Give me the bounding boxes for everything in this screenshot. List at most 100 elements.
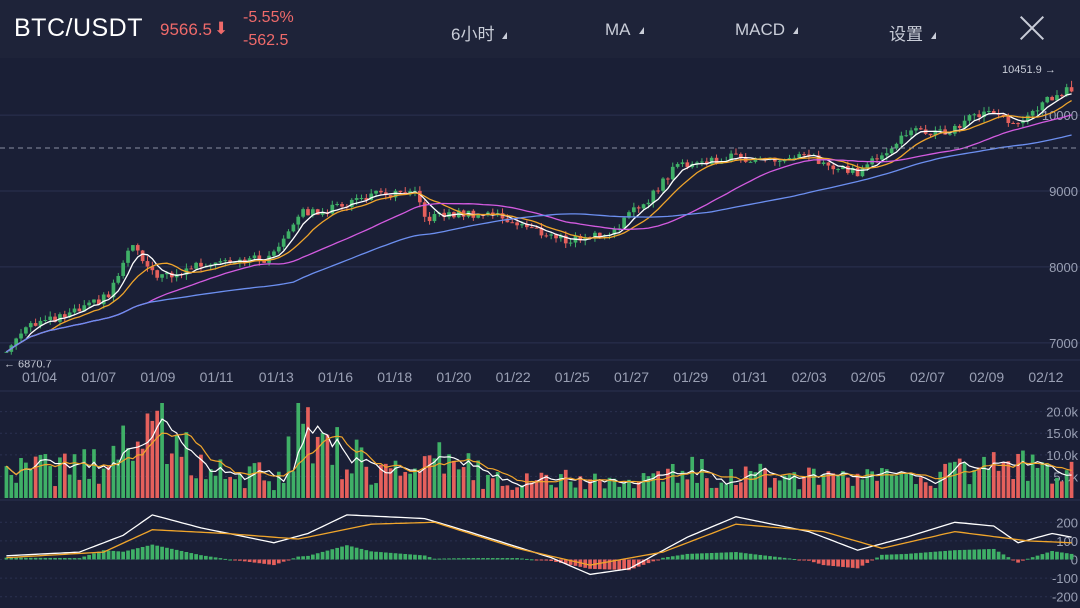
macd-histogram-bar (1069, 553, 1074, 560)
macd-histogram-bar (495, 558, 500, 560)
ma5-line (6, 93, 1072, 353)
volume-bar (126, 448, 130, 498)
candle-body (967, 115, 972, 121)
volume-bar (938, 471, 943, 498)
candle-body (797, 154, 802, 158)
volume-bar (631, 488, 636, 498)
x-tick-label: 01/22 (496, 369, 531, 385)
candle-body (301, 209, 305, 217)
volume-bar (208, 469, 213, 498)
macd-histogram-bar (602, 559, 607, 570)
settings-menu[interactable]: 设置 (889, 20, 936, 45)
macd-histogram-bar (933, 551, 938, 560)
macd-histogram-bar (228, 559, 233, 561)
volume-bar (928, 485, 933, 498)
volume-bar (996, 470, 1001, 498)
macd-histogram-bar (656, 559, 661, 561)
triangle-icon (638, 27, 644, 35)
macd-histogram-bar (622, 559, 626, 570)
close-icon[interactable] (1018, 14, 1046, 42)
y-tick-label: 100 (1056, 534, 1078, 549)
candle-body (918, 128, 923, 130)
candle-body (807, 154, 811, 156)
candle-body (977, 114, 982, 118)
candle-body (233, 262, 237, 264)
macd-histogram-bar (860, 559, 865, 566)
macd-histogram-bar (748, 553, 753, 560)
volume-bar (777, 480, 782, 498)
candle-body (1006, 116, 1011, 124)
volume-bar (884, 469, 889, 498)
macd-histogram-bar (310, 554, 315, 560)
volume-bar (666, 468, 670, 498)
volume-bar (850, 485, 855, 498)
candle-body (359, 198, 364, 200)
candle-body (704, 161, 709, 164)
macd-histogram-bar (466, 558, 471, 560)
volume-bar (807, 467, 811, 498)
candle-body (228, 260, 233, 263)
macd-histogram-bar (281, 559, 286, 562)
y-tick-label: 200 (1056, 515, 1078, 530)
volume-bar (383, 463, 388, 498)
candle-body (515, 222, 519, 226)
volume-bar (602, 488, 607, 498)
volume-bar (155, 410, 160, 498)
volume-bar (242, 488, 247, 498)
candle-body (53, 316, 57, 322)
x-tick-label: 02/05 (851, 369, 886, 385)
volume-bar (909, 474, 913, 498)
volume-bar (685, 479, 690, 498)
volume-bar (957, 458, 962, 498)
macd-histogram-bar (1050, 551, 1054, 560)
macd-selector[interactable]: MACD (735, 20, 799, 40)
chart-area[interactable]: 10000 9000 8000 7000 10451.9 → ← 6870.701/04 0… (0, 58, 1080, 608)
volume-bar (845, 477, 850, 498)
macd-histogram-bar (690, 553, 695, 560)
macd-histogram-bar (952, 550, 957, 560)
volume-bar (831, 473, 836, 498)
candle-body (1021, 120, 1025, 124)
interval-selector[interactable]: 6小时 (451, 20, 508, 45)
candle-body (631, 207, 636, 213)
volume-bar (349, 473, 354, 498)
macd-histogram-bar (131, 549, 135, 560)
volume-bar (92, 449, 96, 498)
candle-body (4, 351, 9, 353)
ma-selector[interactable]: MA (605, 20, 644, 40)
candle-body (340, 204, 344, 207)
macd-histogram-bar (325, 550, 330, 560)
candle-body (14, 338, 19, 346)
volume-bar (520, 485, 524, 498)
macd-histogram-bar (850, 559, 855, 568)
macd-histogram-bar (510, 558, 515, 560)
volume-bar (875, 480, 879, 498)
candle-body (782, 160, 787, 162)
change-percent: -5.55% (243, 9, 294, 26)
volume-ma5-line (5, 418, 1072, 488)
y-tick-label: 10.0k (1046, 448, 1078, 463)
volume-bar (72, 454, 77, 498)
macd-histogram-bar (135, 548, 140, 560)
candle-body (836, 169, 840, 171)
volume-bar (67, 474, 72, 498)
volume-bar (738, 482, 743, 498)
macd-histogram-bar (914, 553, 918, 560)
candle-body (597, 232, 602, 237)
macd-histogram-bar (286, 559, 291, 561)
macd-histogram-bar (111, 550, 116, 560)
volume-bar (982, 456, 986, 498)
volume-bar (145, 413, 150, 498)
candle-body (622, 217, 626, 229)
candle-body (330, 204, 335, 214)
volume-bar (734, 484, 738, 498)
x-tick-label: 01/09 (140, 369, 175, 385)
pair-title[interactable]: BTC/USDT (14, 14, 143, 42)
macd-histogram-group (4, 544, 1074, 571)
volume-bar (1059, 481, 1064, 498)
candle-body (938, 129, 943, 131)
macd-histogram-bar (928, 552, 933, 560)
candle-body (1040, 102, 1045, 111)
candle-body (554, 234, 558, 239)
volume-bar (116, 459, 121, 498)
